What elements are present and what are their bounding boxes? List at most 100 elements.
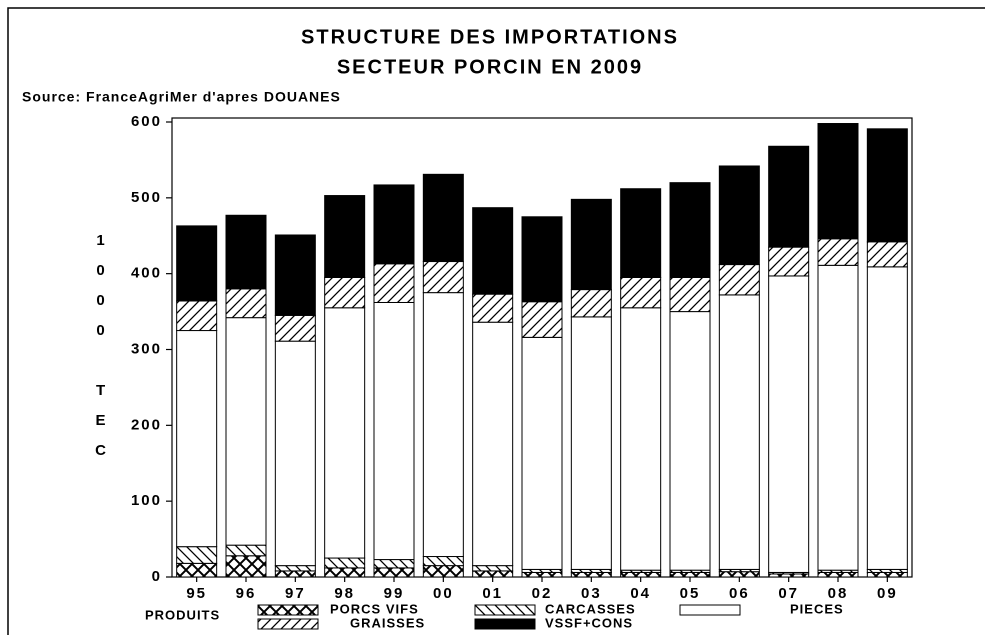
bar-segment: [225, 214, 267, 290]
bar-segment: [176, 300, 218, 332]
legend-swatch: [257, 604, 319, 616]
bar-segment: [521, 216, 563, 303]
bar-segment: [620, 188, 662, 278]
bar-segment: [817, 238, 859, 266]
source: Source: FranceAgriMer d'apres DOUANES: [22, 89, 341, 105]
bar-segment: [866, 571, 908, 578]
legend-label: GRAISSES: [350, 615, 425, 630]
bar-segment: [817, 264, 859, 571]
bar-segment: [373, 263, 415, 303]
bar-segment: [718, 294, 760, 570]
bar-segment: [324, 276, 366, 309]
bar-segment: [422, 261, 464, 294]
bar-segment: [866, 241, 908, 268]
bar-segment: [176, 546, 218, 564]
bar-segment: [570, 571, 612, 578]
x-tick-label: 04: [630, 585, 651, 602]
bar-segment: [225, 544, 267, 557]
y-tick-label: 200: [131, 416, 162, 433]
x-tick-label: 02: [532, 585, 553, 602]
bar-segment: [768, 246, 810, 277]
bar-segment: [472, 207, 514, 295]
chart-subtitle: SECTEUR PORCIN EN 2009: [337, 56, 643, 78]
legend-label: CARCASSES: [545, 601, 636, 616]
bar-segment: [669, 276, 711, 313]
bar-segment: [521, 336, 563, 570]
x-tick-label: 06: [729, 585, 750, 602]
x-tick-label: 09: [877, 585, 898, 602]
x-tick-label: 03: [581, 585, 602, 602]
bar-segment: [817, 123, 859, 240]
bar-segment: [472, 570, 514, 578]
bar-segment: [274, 234, 316, 316]
x-tick-label: 05: [680, 585, 701, 602]
y-axis-label: 1000 TEC: [92, 232, 109, 472]
bar-segment: [768, 145, 810, 248]
bar-segment: [521, 571, 563, 578]
bar-segment: [817, 571, 859, 578]
y-tick-label: 400: [131, 265, 162, 282]
y-tick-label: 300: [131, 340, 162, 357]
frame: [7, 7, 985, 635]
bar-segment: [620, 276, 662, 309]
x-tick-label: 96: [236, 585, 257, 602]
y-tick-label: 0: [152, 568, 162, 585]
bar-segment: [768, 275, 810, 573]
bar-segment: [669, 311, 711, 571]
x-tick-label: 01: [482, 585, 503, 602]
bar-segment: [324, 307, 366, 559]
bar-segment: [176, 225, 218, 302]
bar-segment: [669, 571, 711, 578]
bar-segment: [620, 307, 662, 571]
legend-swatch: [474, 618, 536, 630]
bar-segment: [373, 301, 415, 561]
y-tick-label: 500: [131, 189, 162, 206]
bar-segment: [373, 184, 415, 265]
chart-title: STRUCTURE DES IMPORTATIONS: [301, 26, 679, 48]
x-tick-label: 98: [334, 585, 355, 602]
legend-label: PIECES: [790, 601, 844, 616]
bar-segment: [422, 292, 464, 558]
legend-label: VSSF+CONS: [545, 615, 633, 630]
bar-segment: [718, 571, 760, 578]
bar-segment: [274, 570, 316, 578]
legend-swatch: [474, 604, 536, 616]
bar-segment: [324, 567, 366, 578]
bar-segment: [324, 195, 366, 278]
y-tick-label: 600: [131, 113, 162, 130]
bar-segment: [225, 555, 267, 578]
bar-segment: [570, 316, 612, 570]
bar-segment: [422, 565, 464, 578]
bar-segment: [718, 264, 760, 296]
bar-segment: [866, 266, 908, 570]
bar-segment: [176, 330, 218, 548]
bar-segment: [176, 562, 218, 578]
x-tick-label: 08: [828, 585, 849, 602]
bar-segment: [570, 198, 612, 291]
legend-title: PRODUITS: [145, 607, 220, 622]
legend-swatch: [257, 618, 319, 630]
bar-segment: [570, 289, 612, 318]
bar-segment: [472, 293, 514, 323]
bar-segment: [422, 556, 464, 567]
bar-segment: [866, 128, 908, 243]
bar-segment: [422, 173, 464, 263]
x-tick-label: 97: [285, 585, 306, 602]
bar-segment: [225, 288, 267, 319]
bar-segment: [225, 317, 267, 546]
bar-segment: [373, 559, 415, 569]
bar-segment: [274, 565, 316, 572]
x-tick-label: 00: [433, 585, 454, 602]
legend-label: PORCS VIFS: [330, 601, 419, 616]
bar-segment: [274, 340, 316, 567]
bar-segment: [274, 314, 316, 342]
legend-swatch: [679, 604, 741, 616]
x-tick-label: 07: [778, 585, 799, 602]
x-tick-label: 99: [384, 585, 405, 602]
bar-segment: [669, 182, 711, 278]
bar-segment: [620, 571, 662, 578]
bar-segment: [472, 321, 514, 567]
x-tick-label: 95: [186, 585, 207, 602]
bar-segment: [373, 567, 415, 578]
